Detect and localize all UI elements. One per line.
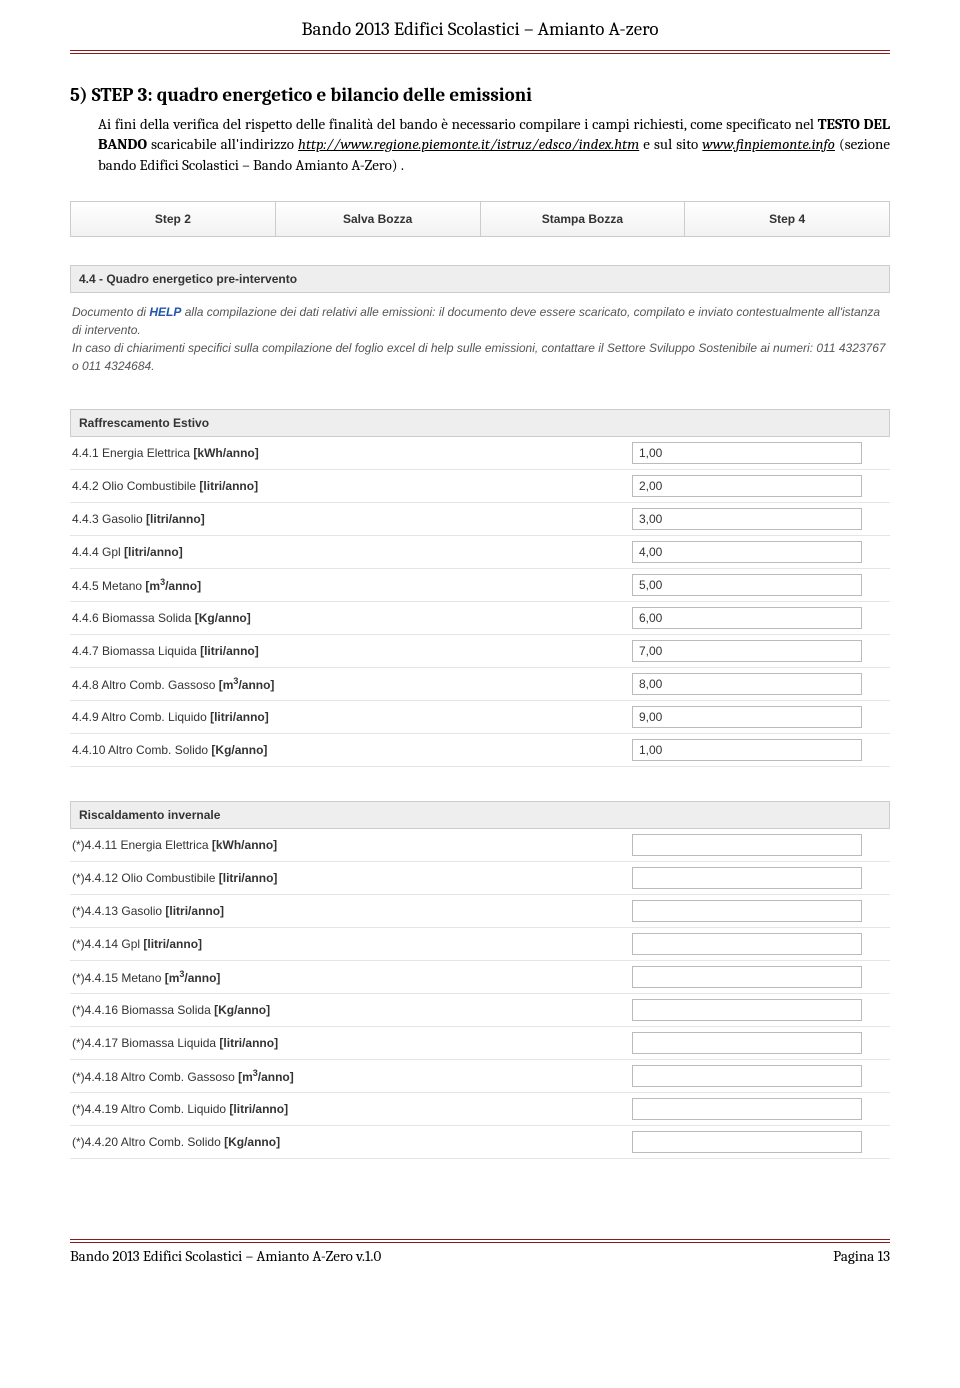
step4-button[interactable]: Step 4 bbox=[685, 202, 890, 236]
raffrescamento-input[interactable] bbox=[632, 673, 862, 695]
riscaldamento-label: (*)4.4.11 Energia Elettrica [kWh/anno] bbox=[72, 838, 632, 852]
help-text-post1: alla compilazione dei dati relativi alle… bbox=[72, 305, 880, 337]
raffrescamento-label: 4.4.7 Biomassa Liquida [litri/anno] bbox=[72, 644, 632, 658]
raffrescamento-row: 4.4.1 Energia Elettrica [kWh/anno] bbox=[70, 437, 890, 470]
raffrescamento-row: 4.4.4 Gpl [litri/anno] bbox=[70, 536, 890, 569]
raffrescamento-label: 4.4.10 Altro Comb. Solido [Kg/anno] bbox=[72, 743, 632, 757]
raffrescamento-row: 4.4.9 Altro Comb. Liquido [litri/anno] bbox=[70, 701, 890, 734]
help-link[interactable]: HELP bbox=[149, 305, 181, 319]
riscaldamento-label: (*)4.4.14 Gpl [litri/anno] bbox=[72, 937, 632, 951]
raffrescamento-label: 4.4.1 Energia Elettrica [kWh/anno] bbox=[72, 446, 632, 460]
raffrescamento-input[interactable] bbox=[632, 640, 862, 662]
raffrescamento-input[interactable] bbox=[632, 475, 862, 497]
raffrescamento-label: 4.4.6 Biomassa Solida [Kg/anno] bbox=[72, 611, 632, 625]
riscaldamento-row: (*)4.4.16 Biomassa Solida [Kg/anno] bbox=[70, 994, 890, 1027]
raffrescamento-input[interactable] bbox=[632, 706, 862, 728]
wizard-button-bar: Step 2 Salva Bozza Stampa Bozza Step 4 bbox=[70, 201, 890, 237]
riscaldamento-label: (*)4.4.13 Gasolio [litri/anno] bbox=[72, 904, 632, 918]
riscaldamento-input[interactable] bbox=[632, 1098, 862, 1120]
intro-url1: http://www.regione.piemonte.it/istruz/ed… bbox=[298, 135, 639, 153]
riscaldamento-label: (*)4.4.17 Biomassa Liquida [litri/anno] bbox=[72, 1036, 632, 1050]
intro-text-mid2: e sul sito bbox=[639, 135, 702, 153]
intro-url2: www.finpiemonte.info bbox=[702, 135, 835, 153]
riscaldamento-label: (*)4.4.16 Biomassa Solida [Kg/anno] bbox=[72, 1003, 632, 1017]
riscaldamento-label: (*)4.4.15 Metano [m3/anno] bbox=[72, 969, 632, 985]
help-text-pre: Documento di bbox=[72, 305, 149, 319]
raffrescamento-label: 4.4.8 Altro Comb. Gassoso [m3/anno] bbox=[72, 676, 632, 692]
riscaldamento-input[interactable] bbox=[632, 900, 862, 922]
salva-bozza-button[interactable]: Salva Bozza bbox=[276, 202, 481, 236]
section-44-header: 4.4 - Quadro energetico pre-intervento bbox=[70, 265, 890, 293]
riscaldamento-input[interactable] bbox=[632, 1032, 862, 1054]
riscaldamento-input[interactable] bbox=[632, 966, 862, 988]
riscaldamento-input[interactable] bbox=[632, 1131, 862, 1153]
raffrescamento-label: 4.4.2 Olio Combustibile [litri/anno] bbox=[72, 479, 632, 493]
riscaldamento-row: (*)4.4.18 Altro Comb. Gassoso [m3/anno] bbox=[70, 1060, 890, 1093]
step-title: 5) STEP 3: quadro energetico e bilancio … bbox=[70, 84, 890, 106]
footer-left: Bando 2013 Edifici Scolastici – Amianto … bbox=[70, 1247, 381, 1265]
riscaldamento-input[interactable] bbox=[632, 1065, 862, 1087]
riscaldamento-input[interactable] bbox=[632, 834, 862, 856]
riscaldamento-row: (*)4.4.11 Energia Elettrica [kWh/anno] bbox=[70, 829, 890, 862]
raffrescamento-row: 4.4.5 Metano [m3/anno] bbox=[70, 569, 890, 602]
intro-paragraph: Ai fini della verifica del rispetto dell… bbox=[98, 114, 890, 175]
raffrescamento-input[interactable] bbox=[632, 508, 862, 530]
riscaldamento-label: (*)4.4.20 Altro Comb. Solido [Kg/anno] bbox=[72, 1135, 632, 1149]
help-block: Documento di HELP alla compilazione dei … bbox=[70, 293, 890, 381]
raffrescamento-input[interactable] bbox=[632, 607, 862, 629]
riscaldamento-label: (*)4.4.18 Altro Comb. Gassoso [m3/anno] bbox=[72, 1068, 632, 1084]
riscaldamento-row: (*)4.4.19 Altro Comb. Liquido [litri/ann… bbox=[70, 1093, 890, 1126]
riscaldamento-input[interactable] bbox=[632, 999, 862, 1021]
raffrescamento-row: 4.4.3 Gasolio [litri/anno] bbox=[70, 503, 890, 536]
riscaldamento-label: (*)4.4.19 Altro Comb. Liquido [litri/ann… bbox=[72, 1102, 632, 1116]
riscaldamento-input[interactable] bbox=[632, 867, 862, 889]
raffrescamento-header: Raffrescamento Estivo bbox=[70, 409, 890, 437]
intro-text-mid1: scaricabile all'indirizzo bbox=[147, 135, 298, 153]
riscaldamento-header: Riscaldamento invernale bbox=[70, 801, 890, 829]
riscaldamento-label: (*)4.4.12 Olio Combustibile [litri/anno] bbox=[72, 871, 632, 885]
raffrescamento-row: 4.4.7 Biomassa Liquida [litri/anno] bbox=[70, 635, 890, 668]
page-footer: Bando 2013 Edifici Scolastici – Amianto … bbox=[70, 1239, 890, 1265]
riscaldamento-row: (*)4.4.17 Biomassa Liquida [litri/anno] bbox=[70, 1027, 890, 1060]
page-header-title: Bando 2013 Edifici Scolastici – Amianto … bbox=[302, 18, 659, 40]
step2-button[interactable]: Step 2 bbox=[71, 202, 276, 236]
raffrescamento-input[interactable] bbox=[632, 442, 862, 464]
raffrescamento-label: 4.4.5 Metano [m3/anno] bbox=[72, 577, 632, 593]
intro-text-pre: Ai fini della verifica del rispetto dell… bbox=[98, 115, 818, 133]
raffrescamento-row: 4.4.10 Altro Comb. Solido [Kg/anno] bbox=[70, 734, 890, 767]
raffrescamento-input[interactable] bbox=[632, 574, 862, 596]
riscaldamento-row: (*)4.4.14 Gpl [litri/anno] bbox=[70, 928, 890, 961]
raffrescamento-label: 4.4.3 Gasolio [litri/anno] bbox=[72, 512, 632, 526]
raffrescamento-label: 4.4.9 Altro Comb. Liquido [litri/anno] bbox=[72, 710, 632, 724]
riscaldamento-row: (*)4.4.12 Olio Combustibile [litri/anno] bbox=[70, 862, 890, 895]
help-text-line2: In caso di chiarimenti specifici sulla c… bbox=[72, 341, 886, 373]
riscaldamento-row: (*)4.4.15 Metano [m3/anno] bbox=[70, 961, 890, 994]
raffrescamento-row: 4.4.2 Olio Combustibile [litri/anno] bbox=[70, 470, 890, 503]
stampa-bozza-button[interactable]: Stampa Bozza bbox=[481, 202, 686, 236]
raffrescamento-input[interactable] bbox=[632, 541, 862, 563]
raffrescamento-row: 4.4.8 Altro Comb. Gassoso [m3/anno] bbox=[70, 668, 890, 701]
footer-right: Pagina 13 bbox=[833, 1247, 890, 1265]
riscaldamento-input[interactable] bbox=[632, 933, 862, 955]
raffrescamento-row: 4.4.6 Biomassa Solida [Kg/anno] bbox=[70, 602, 890, 635]
raffrescamento-label: 4.4.4 Gpl [litri/anno] bbox=[72, 545, 632, 559]
raffrescamento-input[interactable] bbox=[632, 739, 862, 761]
riscaldamento-row: (*)4.4.20 Altro Comb. Solido [Kg/anno] bbox=[70, 1126, 890, 1159]
riscaldamento-row: (*)4.4.13 Gasolio [litri/anno] bbox=[70, 895, 890, 928]
